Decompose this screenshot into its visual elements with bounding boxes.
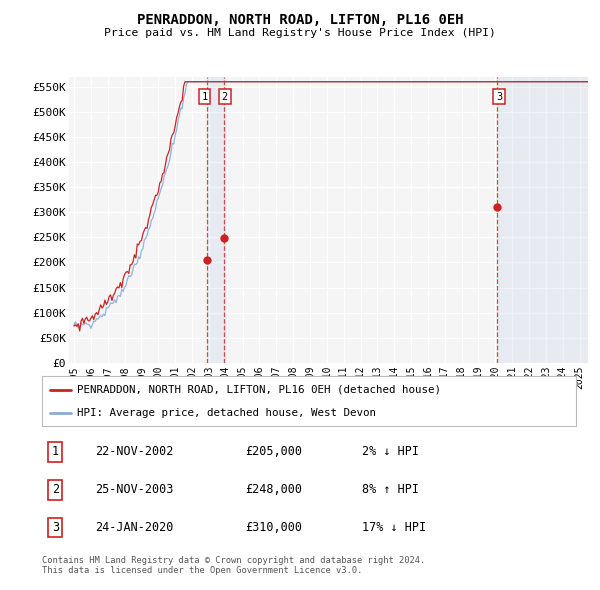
Text: 8% ↑ HPI: 8% ↑ HPI bbox=[362, 483, 419, 496]
Bar bbox=[497, 77, 596, 363]
Text: Contains HM Land Registry data © Crown copyright and database right 2024.
This d: Contains HM Land Registry data © Crown c… bbox=[42, 556, 425, 575]
Text: PENRADDON, NORTH ROAD, LIFTON, PL16 0EH: PENRADDON, NORTH ROAD, LIFTON, PL16 0EH bbox=[137, 13, 463, 27]
Text: 17% ↓ HPI: 17% ↓ HPI bbox=[362, 521, 427, 534]
Text: 3: 3 bbox=[496, 92, 502, 102]
Text: 3: 3 bbox=[52, 521, 59, 534]
Text: 1: 1 bbox=[52, 445, 59, 458]
Text: 2: 2 bbox=[222, 92, 228, 102]
Text: 1: 1 bbox=[202, 92, 208, 102]
Text: 25-NOV-2003: 25-NOV-2003 bbox=[95, 483, 174, 496]
Text: Price paid vs. HM Land Registry's House Price Index (HPI): Price paid vs. HM Land Registry's House … bbox=[104, 28, 496, 38]
Text: £248,000: £248,000 bbox=[245, 483, 302, 496]
Text: £310,000: £310,000 bbox=[245, 521, 302, 534]
Text: HPI: Average price, detached house, West Devon: HPI: Average price, detached house, West… bbox=[77, 408, 376, 418]
Text: 24-JAN-2020: 24-JAN-2020 bbox=[95, 521, 174, 534]
Text: PENRADDON, NORTH ROAD, LIFTON, PL16 0EH (detached house): PENRADDON, NORTH ROAD, LIFTON, PL16 0EH … bbox=[77, 385, 441, 395]
Text: 2: 2 bbox=[52, 483, 59, 496]
Bar bbox=[207, 77, 227, 363]
Text: 22-NOV-2002: 22-NOV-2002 bbox=[95, 445, 174, 458]
Text: £205,000: £205,000 bbox=[245, 445, 302, 458]
Text: 2% ↓ HPI: 2% ↓ HPI bbox=[362, 445, 419, 458]
